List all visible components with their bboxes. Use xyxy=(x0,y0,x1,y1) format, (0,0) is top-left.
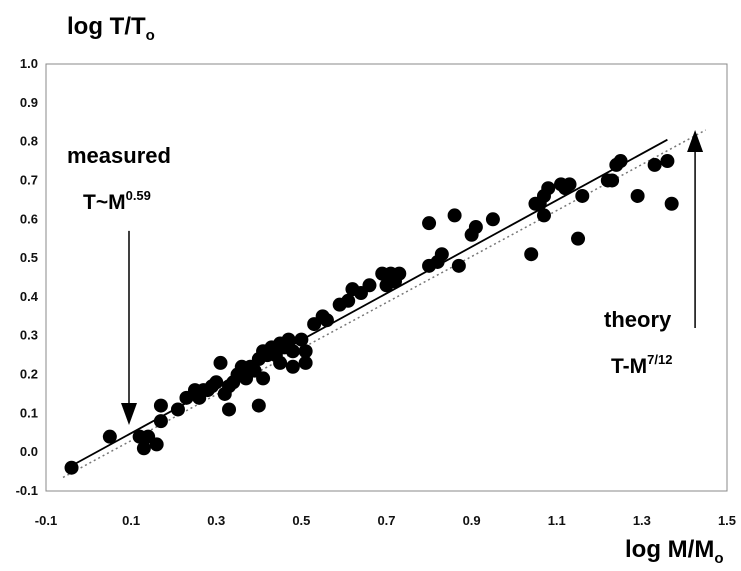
y-tick-label: 0.8 xyxy=(20,134,38,149)
data-point xyxy=(575,188,590,203)
data-point xyxy=(524,247,539,262)
x-tick-label: 0.9 xyxy=(463,513,481,528)
data-point xyxy=(251,398,266,413)
y-tick-label: 1.0 xyxy=(20,56,38,71)
theory-formula: T-M7/12 xyxy=(611,352,672,378)
data-point xyxy=(213,355,228,370)
data-point xyxy=(434,247,449,262)
measured-annotation: measured T~M0.59 xyxy=(67,143,171,426)
x-tick-labels: -0.1 0.1 0.3 0.5 0.7 0.9 1.1 1.3 1.5 xyxy=(35,513,736,528)
x-tick-label: 1.3 xyxy=(633,513,651,528)
data-point xyxy=(222,402,237,417)
data-point xyxy=(319,313,334,328)
theory-annotation: theory T-M7/12 xyxy=(604,129,704,378)
data-point xyxy=(64,460,79,475)
y-tick-label: 0.6 xyxy=(20,211,38,226)
data-point xyxy=(294,332,309,347)
data-point xyxy=(536,208,551,223)
x-tick-label: 0.3 xyxy=(207,513,225,528)
data-point xyxy=(153,414,168,429)
theory-fit-line xyxy=(62,129,707,479)
data-point xyxy=(256,371,271,386)
data-point xyxy=(562,177,577,192)
data-point xyxy=(149,437,164,452)
data-point xyxy=(362,278,377,293)
data-point xyxy=(422,216,437,231)
data-point xyxy=(630,188,645,203)
x-tick-label: 0.1 xyxy=(122,513,140,528)
data-point xyxy=(447,208,462,223)
data-point xyxy=(209,375,224,390)
data-point xyxy=(664,196,679,211)
plot-frame xyxy=(45,63,728,492)
x-tick-label: 0.5 xyxy=(292,513,310,528)
y-tick-label: 0.0 xyxy=(20,444,38,459)
data-point xyxy=(285,359,300,374)
data-point xyxy=(485,212,500,227)
data-point xyxy=(298,355,313,370)
data-point xyxy=(102,429,117,444)
y-tick-label: 0.5 xyxy=(20,250,38,265)
data-point xyxy=(273,355,288,370)
data-point xyxy=(451,258,466,273)
y-tick-label: 0.7 xyxy=(20,172,38,187)
data-point xyxy=(136,441,151,456)
measured-arrow xyxy=(120,230,137,426)
measured-formula: T~M0.59 xyxy=(83,188,151,214)
data-point xyxy=(571,231,586,246)
data-point xyxy=(605,173,620,188)
x-axis-title: log M/Mo xyxy=(625,536,723,567)
data-point xyxy=(647,157,662,172)
y-tick-label: 0.3 xyxy=(20,328,38,343)
theory-arrow xyxy=(687,129,704,328)
data-points xyxy=(64,154,679,475)
y-tick-label: 0.4 xyxy=(20,289,39,304)
y-tick-label: -0.1 xyxy=(16,483,38,498)
theory-label: theory xyxy=(604,307,672,332)
y-tick-label: 0.2 xyxy=(20,367,38,382)
data-point xyxy=(541,181,556,196)
data-point xyxy=(660,154,675,169)
data-point xyxy=(298,344,313,359)
theory-arrow-head xyxy=(687,129,704,152)
y-axis-title: log T/To xyxy=(67,13,155,44)
data-point xyxy=(392,266,407,281)
x-tick-label: -0.1 xyxy=(35,513,57,528)
x-tick-label: 1.5 xyxy=(718,513,736,528)
data-point xyxy=(281,332,296,347)
measured-arrow-head xyxy=(120,403,137,426)
x-tick-label: 0.7 xyxy=(377,513,395,528)
measured-label: measured xyxy=(67,143,171,168)
data-point xyxy=(170,402,185,417)
y-tick-labels: 1.0 0.9 0.8 0.7 0.6 0.5 0.4 0.3 0.2 0.1 0.0 -0.1 xyxy=(16,56,39,498)
data-point xyxy=(468,220,483,235)
y-tick-label: 0.1 xyxy=(20,405,38,420)
data-point xyxy=(613,154,628,169)
data-point xyxy=(153,398,168,413)
data-point xyxy=(341,293,356,308)
y-tick-label: 0.9 xyxy=(20,95,38,110)
data-point xyxy=(285,344,300,359)
x-tick-label: 1.1 xyxy=(548,513,566,528)
